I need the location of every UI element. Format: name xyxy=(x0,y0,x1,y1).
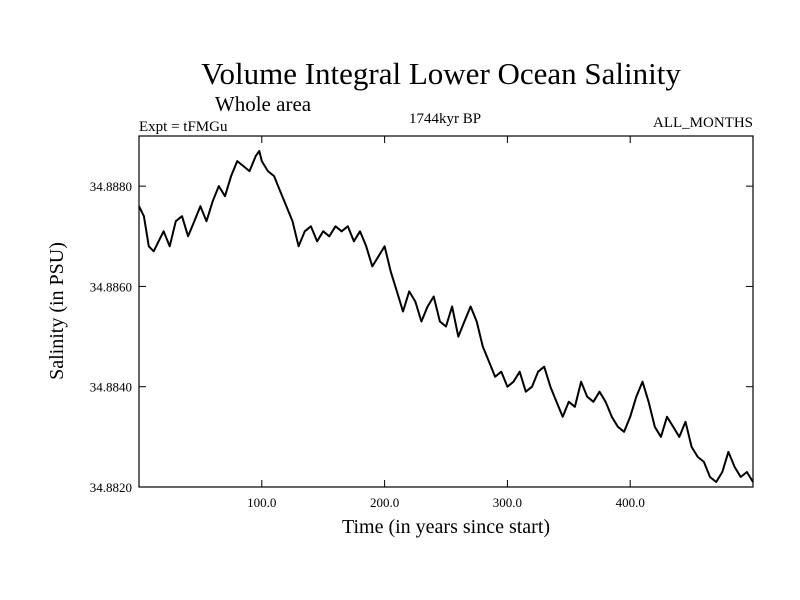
experiment-label: Expt = tFMGu xyxy=(139,119,228,135)
y-axis: 34.8820 34.8840 34.8860 34.8880 xyxy=(90,179,753,495)
y-axis-label: Salinity (in PSU) xyxy=(46,242,68,380)
y-tick-label: 34.8840 xyxy=(90,380,132,395)
period-label: 1744kyr BP xyxy=(409,111,481,127)
x-axis: 100.0 200.0 300.0 400.0 xyxy=(247,136,645,510)
y-tick-label: 34.8860 xyxy=(90,279,132,294)
x-tick-label: 200.0 xyxy=(370,495,399,510)
x-tick-label: 100.0 xyxy=(247,495,276,510)
chart-title: Volume Integral Lower Ocean Salinity xyxy=(201,56,681,91)
y-tick-label: 34.8820 xyxy=(90,480,132,495)
x-tick-label: 300.0 xyxy=(493,495,522,510)
months-label: ALL_MONTHS xyxy=(653,115,753,131)
x-tick-label: 400.0 xyxy=(616,495,645,510)
plot-frame xyxy=(138,135,754,488)
chart-subtitle: Whole area xyxy=(215,92,312,116)
salinity-series-line xyxy=(138,150,754,483)
y-tick-label: 34.8880 xyxy=(90,179,132,194)
x-axis-label: Time (in years since start) xyxy=(342,516,550,538)
